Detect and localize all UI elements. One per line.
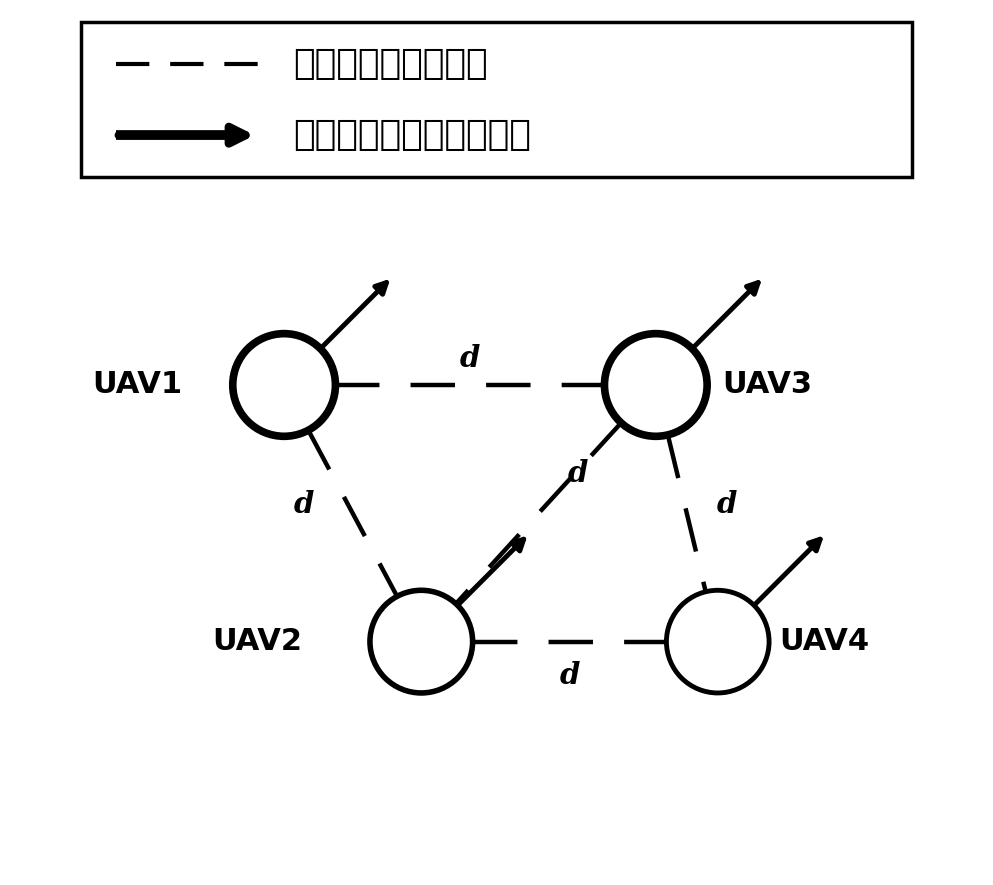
Text: UAV2: UAV2	[212, 627, 302, 656]
Circle shape	[370, 590, 473, 693]
Circle shape	[605, 334, 707, 436]
Text: d: d	[716, 490, 737, 519]
FancyBboxPatch shape	[80, 22, 913, 177]
Text: 无人机的速度大小和方向: 无人机的速度大小和方向	[293, 119, 531, 152]
Text: d: d	[568, 459, 589, 488]
Circle shape	[666, 590, 770, 693]
Text: 无人机间的通信连接: 无人机间的通信连接	[293, 47, 488, 81]
Text: d: d	[460, 344, 481, 373]
Text: UAV4: UAV4	[780, 627, 870, 656]
Circle shape	[232, 334, 336, 436]
Text: d: d	[294, 490, 314, 519]
Text: d: d	[559, 661, 580, 689]
Text: UAV3: UAV3	[722, 371, 812, 399]
Text: UAV1: UAV1	[92, 371, 183, 399]
